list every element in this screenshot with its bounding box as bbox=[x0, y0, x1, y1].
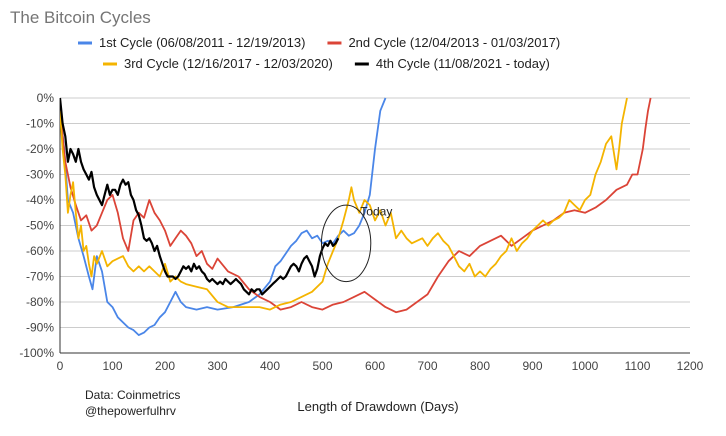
y-tick-label: -20% bbox=[26, 142, 54, 156]
series-line-4 bbox=[60, 97, 340, 296]
x-tick-label: 900 bbox=[522, 359, 542, 373]
x-tick-label: 600 bbox=[365, 359, 385, 373]
x-tick-label: 1000 bbox=[572, 359, 599, 373]
source-note-line-1: Data: Coinmetrics bbox=[85, 388, 180, 402]
y-tick-label: -100% bbox=[19, 346, 54, 360]
y-tick-label: -40% bbox=[26, 193, 54, 207]
source-note-line-2: @thepowerfulhrv bbox=[85, 404, 176, 418]
x-tick-label: 0 bbox=[57, 359, 64, 373]
y-tick-label: -10% bbox=[26, 117, 54, 131]
legend-item-1: 1st Cycle (06/08/2011 - 12/19/2013) bbox=[78, 35, 305, 50]
x-tick-label: 1200 bbox=[677, 359, 704, 373]
series-line-3 bbox=[60, 97, 628, 311]
legend-label: 3rd Cycle (12/16/2017 - 12/03/2020) bbox=[124, 56, 333, 71]
x-tick-label: 1100 bbox=[625, 359, 651, 373]
legend-label: 2nd Cycle (12/04/2013 - 01/03/2017) bbox=[348, 35, 560, 50]
today-label: Today bbox=[360, 204, 392, 218]
grid-lines bbox=[59, 97, 690, 354]
y-tick-label: -70% bbox=[26, 270, 54, 284]
x-tick-label: 200 bbox=[155, 359, 175, 373]
y-axis-ticks: 0% -10% -20% -30% -40% -50% -60% -70% -80% -90% -1… bbox=[19, 91, 54, 360]
x-tick-label: 300 bbox=[207, 359, 227, 373]
legend-label: 4th Cycle (11/08/2021 - today) bbox=[376, 56, 550, 71]
legend-item-2: 2nd Cycle (12/04/2013 - 01/03/2017) bbox=[327, 35, 560, 50]
legend: 1st Cycle (06/08/2011 - 12/19/2013) 2nd C… bbox=[78, 35, 560, 71]
y-tick-label: -60% bbox=[26, 244, 54, 258]
annotations: Today bbox=[320, 204, 392, 283]
today-circle bbox=[320, 204, 372, 283]
legend-item-3: 3rd Cycle (12/16/2017 - 12/03/2020) bbox=[103, 56, 333, 71]
legend-item-4: 4th Cycle (11/08/2021 - today) bbox=[354, 56, 550, 71]
y-tick-label: -30% bbox=[26, 168, 54, 182]
y-tick-label: -50% bbox=[26, 219, 54, 233]
x-tick-label: 400 bbox=[260, 359, 280, 373]
x-tick-label: 500 bbox=[312, 359, 332, 373]
chart-title: The Bitcoin Cycles bbox=[10, 8, 151, 27]
x-axis-title: Length of Drawdown (Days) bbox=[297, 399, 458, 414]
y-tick-label: 0% bbox=[37, 91, 55, 105]
y-tick-label: -80% bbox=[26, 295, 54, 309]
y-tick-label: -90% bbox=[26, 321, 54, 335]
x-axis-ticks: 0 100 200 300 400 500 600 700 800 900 1000 1100 1200 bbox=[57, 359, 704, 373]
series-line-1 bbox=[60, 97, 387, 336]
x-tick-label: 700 bbox=[417, 359, 437, 373]
x-tick-label: 100 bbox=[102, 359, 122, 373]
legend-label: 1st Cycle (06/08/2011 - 12/19/2013) bbox=[99, 35, 305, 50]
series-lines bbox=[60, 97, 652, 336]
x-tick-label: 800 bbox=[470, 359, 490, 373]
